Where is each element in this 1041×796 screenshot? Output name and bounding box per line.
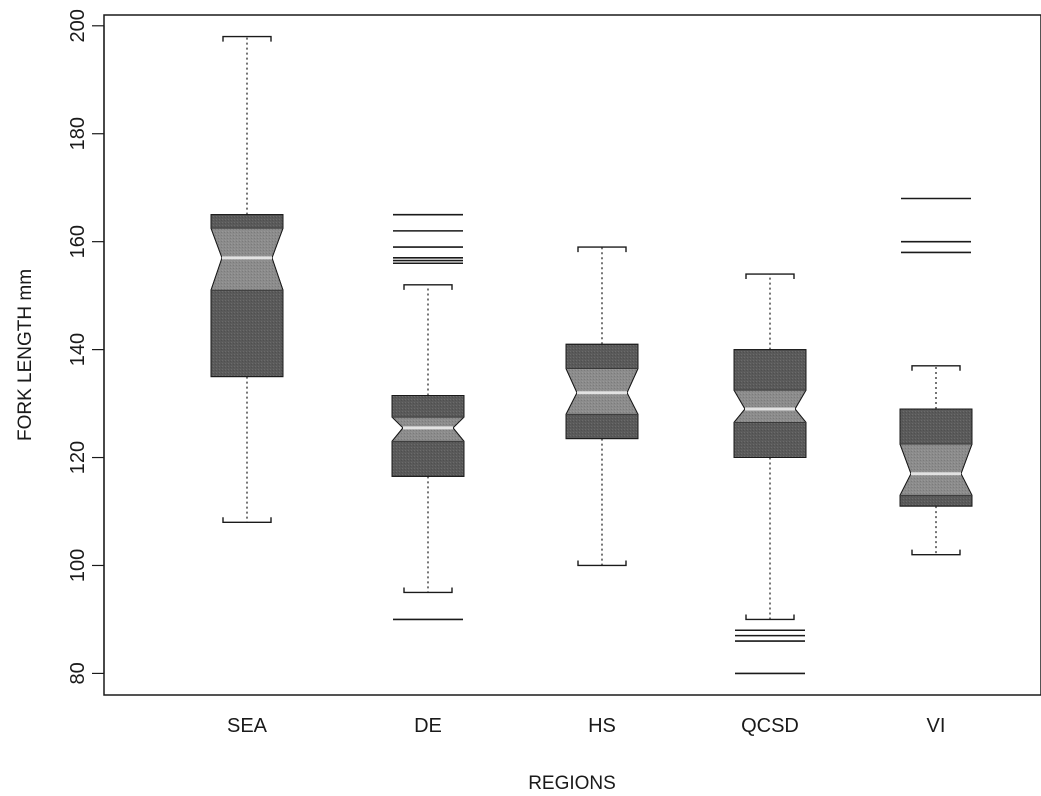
box-vi — [899, 197, 973, 556]
boxes-layer — [210, 35, 973, 675]
x-axis-labels: SEA DE HS QCSD VI — [227, 715, 945, 737]
x-tick-label: VI — [927, 715, 946, 737]
upper-whisker-cap — [577, 246, 627, 253]
box-texture — [733, 349, 807, 459]
x-tick-label: HS — [588, 715, 616, 737]
box-texture — [391, 394, 465, 477]
box-de — [391, 213, 465, 621]
x-tick-label: QCSD — [741, 715, 799, 737]
box-sea — [210, 35, 284, 524]
lower-whisker-cap — [745, 614, 795, 621]
upper-whisker-cap — [745, 273, 795, 280]
y-tick-label: 120 — [67, 441, 89, 474]
y-tick-label: 200 — [67, 9, 89, 42]
box-texture — [899, 408, 973, 507]
upper-whisker-cap — [403, 284, 453, 290]
x-axis-title: REGIONS — [528, 773, 616, 794]
x-tick-label: DE — [414, 715, 442, 737]
plot-frame — [103, 14, 1041, 696]
box-hs — [565, 246, 639, 567]
y-tick-label: 100 — [67, 549, 89, 582]
x-tick-label: SEA — [227, 715, 268, 737]
lower-whisker-cap — [222, 517, 272, 524]
upper-whisker-cap — [222, 35, 272, 42]
y-tick-label: 140 — [67, 333, 89, 366]
box-qcsd — [733, 273, 807, 675]
upper-whisker-cap — [911, 365, 961, 371]
y-axis-title: FORK LENGTH mm — [15, 269, 36, 441]
y-tick-label: 180 — [67, 117, 89, 150]
y-tick-label: 160 — [67, 225, 89, 258]
lower-whisker-cap — [403, 587, 453, 594]
lower-whisker-cap — [577, 560, 627, 567]
y-tick-label: 80 — [67, 662, 89, 684]
box-texture — [210, 214, 284, 378]
y-axis: 80 100 120 140 160 180 200 — [67, 9, 105, 685]
lower-whisker-cap — [911, 549, 961, 556]
